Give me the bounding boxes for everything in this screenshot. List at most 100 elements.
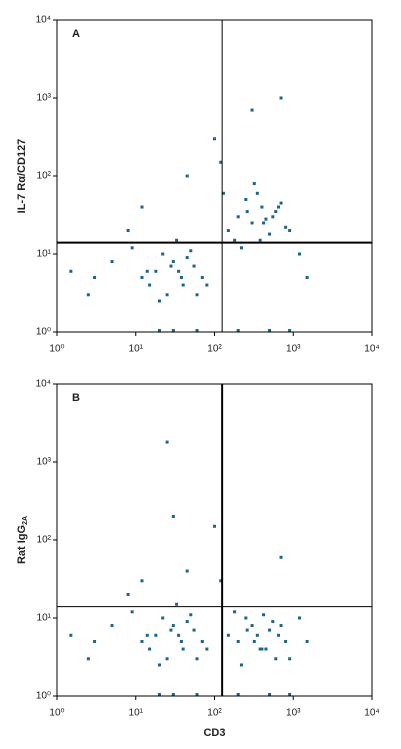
x-tick-label: 10³ xyxy=(286,344,301,355)
dot xyxy=(157,663,161,667)
dot xyxy=(177,633,181,637)
dot xyxy=(175,602,179,606)
dot xyxy=(250,108,254,112)
dot xyxy=(140,205,144,209)
dot xyxy=(181,283,185,287)
dot xyxy=(171,515,175,519)
dot xyxy=(297,616,301,620)
x-tick-label: 10² xyxy=(207,344,222,355)
dot xyxy=(157,329,161,332)
dot xyxy=(277,205,281,209)
dot xyxy=(284,639,288,643)
dot xyxy=(262,221,266,225)
dot xyxy=(126,229,130,233)
dot xyxy=(233,238,237,242)
dot xyxy=(271,215,275,219)
dot xyxy=(185,569,189,573)
dot xyxy=(195,693,199,696)
y-axis-label-sub: 2A xyxy=(22,516,29,525)
x-tick-label: 10¹ xyxy=(129,708,144,719)
dot xyxy=(233,610,237,614)
dot xyxy=(130,246,134,250)
dot xyxy=(169,628,173,632)
dot xyxy=(288,329,292,332)
y-tick-label: 10⁴ xyxy=(36,379,51,390)
y-tick-label: 10² xyxy=(37,171,52,182)
x-tick-label: 10² xyxy=(207,708,222,719)
dot xyxy=(154,269,158,273)
dot xyxy=(205,647,209,651)
dot xyxy=(192,628,196,632)
dot xyxy=(181,647,185,651)
dot xyxy=(226,229,230,233)
x-tick-label: 10³ xyxy=(286,708,301,719)
dot xyxy=(279,96,283,100)
dot xyxy=(145,633,149,637)
dot xyxy=(268,329,272,332)
dot xyxy=(171,693,175,696)
dot xyxy=(245,628,249,632)
dot xyxy=(157,299,161,303)
y-axis-label: IL-7 Rα/CD127 xyxy=(16,139,28,214)
dot xyxy=(140,275,144,279)
dot xyxy=(200,275,204,279)
dot xyxy=(195,657,199,661)
y-axis-label-main: Rat IgG xyxy=(16,525,28,564)
dot xyxy=(145,269,149,273)
dot xyxy=(86,293,90,297)
x-tick-label: 10⁰ xyxy=(49,708,64,719)
dot xyxy=(239,246,243,250)
dot xyxy=(171,260,175,264)
dot xyxy=(260,205,264,209)
panel-label: A xyxy=(72,28,80,40)
dot xyxy=(250,221,254,225)
dot xyxy=(69,269,73,273)
dot xyxy=(179,639,183,643)
dot xyxy=(140,639,144,643)
dot xyxy=(213,524,216,528)
dot xyxy=(279,555,283,559)
dot xyxy=(277,633,281,637)
y-axis-label: Rat IgG2A xyxy=(16,516,29,564)
dot xyxy=(268,628,272,632)
dot xyxy=(284,225,288,229)
dot xyxy=(244,197,248,201)
dot xyxy=(110,260,114,264)
dot xyxy=(219,160,223,164)
dot xyxy=(189,249,193,253)
y-tick-label: 10⁴ xyxy=(36,15,51,26)
dot xyxy=(305,275,309,279)
x-tick-label: 10⁴ xyxy=(364,708,379,719)
dot xyxy=(161,616,165,620)
dot xyxy=(171,329,175,332)
plot-frame xyxy=(56,19,373,333)
dot xyxy=(279,624,283,628)
dot xyxy=(185,620,189,624)
dot xyxy=(239,663,243,667)
dot xyxy=(69,633,73,637)
y-tick-label: 10¹ xyxy=(37,249,52,260)
dot xyxy=(93,275,97,279)
dot xyxy=(165,440,169,444)
dot xyxy=(236,639,240,643)
dot xyxy=(258,647,262,651)
dot xyxy=(93,639,97,643)
dot xyxy=(213,137,216,141)
dot xyxy=(236,693,240,696)
dot xyxy=(236,215,240,219)
dot xyxy=(252,639,256,643)
dot xyxy=(205,283,209,287)
dot xyxy=(192,264,196,268)
dot xyxy=(268,232,272,236)
dot xyxy=(126,593,130,597)
dot xyxy=(171,624,175,628)
dot xyxy=(252,182,256,186)
dot xyxy=(110,624,114,628)
y-tick-label: 10¹ xyxy=(37,613,52,624)
y-tick-label: 10⁰ xyxy=(36,691,51,702)
y-tick-label: 10² xyxy=(37,535,52,546)
dot xyxy=(219,579,223,583)
dot xyxy=(264,217,268,221)
dot xyxy=(195,293,199,297)
